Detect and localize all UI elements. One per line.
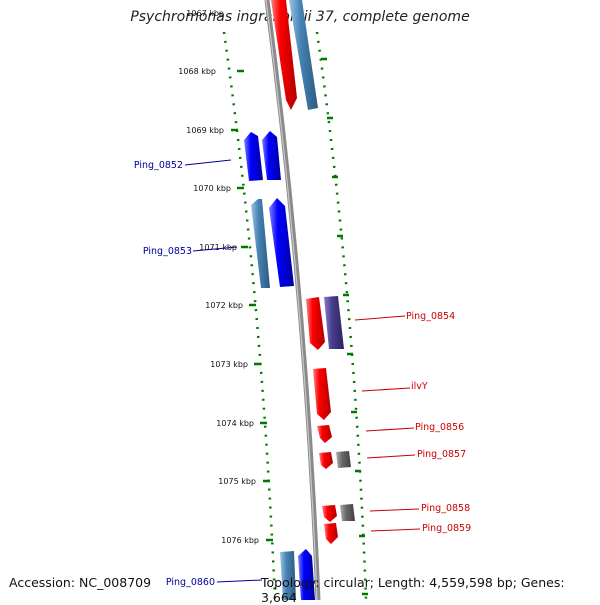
gene-arrow-0856 (317, 425, 332, 443)
genome-backbone-highlight (265, 0, 318, 600)
gene-arrow-0858 (322, 505, 337, 522)
tick-label-1069: 1069 kbp (186, 126, 224, 135)
label-leaders (184, 159, 421, 583)
gene-arrow-0857 (319, 452, 333, 469)
gene-arrow-ilvY (313, 368, 331, 420)
gene-arrow-0859 (324, 523, 338, 544)
tick-label-1072: 1072 kbp (205, 301, 243, 310)
gene-label-0857: Ping_0857 (417, 449, 466, 460)
leader-0858 (369, 508, 420, 512)
tick-marks (231, 57, 368, 596)
leader-0852 (184, 159, 232, 166)
tick-label-1071: 1071 kbp (199, 243, 237, 252)
tick-label-1074: 1074 kbp (216, 419, 254, 428)
tick-label-1070: 1070 kbp (193, 184, 231, 193)
gene-arrow-0853b (269, 198, 294, 287)
gene-label-0854: Ping_0854 (406, 311, 455, 322)
gene-arrow-0858b (340, 504, 355, 521)
gene-arrow-0857b (336, 451, 351, 468)
gene-arrow-0852b (262, 131, 281, 180)
tick-label-1076: 1076 kbp (221, 536, 259, 545)
leader-0853 (192, 246, 238, 252)
gene-arrow-top-red (271, 0, 297, 110)
accession-text: Accession: NC_008709 (9, 575, 152, 590)
gene-arrow-0860b (298, 549, 315, 600)
gene-label-0853: Ping_0853 (143, 246, 192, 257)
gene-arrow-0860a (280, 551, 296, 600)
gene-label-0860: Ping_0860 (166, 577, 215, 588)
gene-label-0859: Ping_0859 (422, 523, 471, 534)
gene-features (244, 0, 355, 600)
tick-label-1075: 1075 kbp (218, 477, 256, 486)
leader-0854 (354, 315, 406, 321)
tick-labels: 1067 kbp 1068 kbp 1069 kbp 1070 kbp 1071… (178, 9, 259, 545)
genome-backbone (264, 0, 321, 600)
gene-label-0852: Ping_0852 (134, 160, 183, 171)
gene-label-ilvY: ilvY (411, 381, 428, 392)
gene-label-0856: Ping_0856 (415, 422, 464, 433)
leader-0857 (366, 454, 416, 459)
leader-0860 (216, 579, 263, 583)
gene-label-0858: Ping_0858 (421, 503, 470, 514)
tick-label-1067: 1067 kbp (186, 9, 224, 18)
gene-arrow-0853a (251, 199, 270, 288)
gene-labels: Ping_0852 Ping_0853 Ping_0854 ilvY Ping_… (134, 160, 471, 588)
gene-arrow-0854 (306, 297, 325, 350)
tick-label-1068: 1068 kbp (178, 67, 216, 76)
topology-text: Topology: circular; Length: 4,559,598 bp… (261, 575, 565, 605)
gene-arrow-0852a (244, 132, 263, 181)
leader-ilvY (361, 387, 411, 392)
left-dotted-guide (222, 31, 277, 600)
gene-arrow-top-steel (289, 0, 318, 110)
gene-arrow-0854b (324, 296, 344, 349)
tick-label-1073: 1073 kbp (210, 360, 248, 369)
leader-0856 (365, 427, 415, 432)
leader-0859 (370, 528, 421, 532)
